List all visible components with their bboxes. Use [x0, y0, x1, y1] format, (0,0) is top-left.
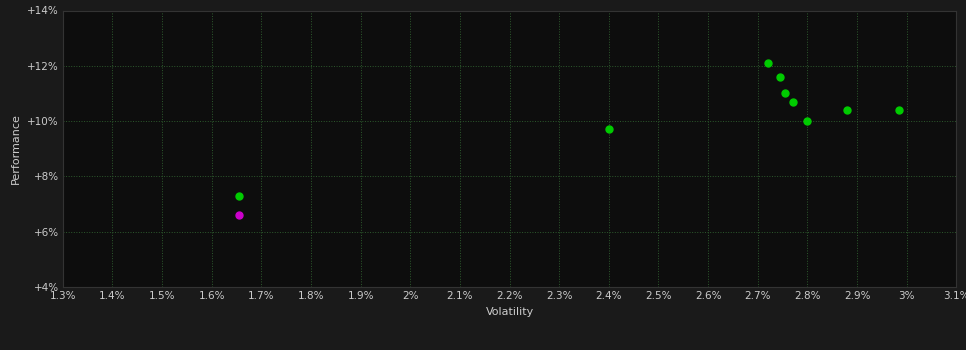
Point — [601, 127, 616, 132]
Y-axis label: Performance: Performance — [12, 113, 21, 184]
Point — [231, 193, 246, 198]
Point — [231, 212, 246, 218]
Point — [784, 99, 800, 105]
Point — [892, 107, 907, 113]
X-axis label: Volatility: Volatility — [486, 307, 533, 317]
Point — [778, 91, 793, 96]
Point — [773, 74, 788, 80]
Point — [800, 118, 815, 124]
Point — [760, 60, 776, 66]
Point — [839, 107, 855, 113]
